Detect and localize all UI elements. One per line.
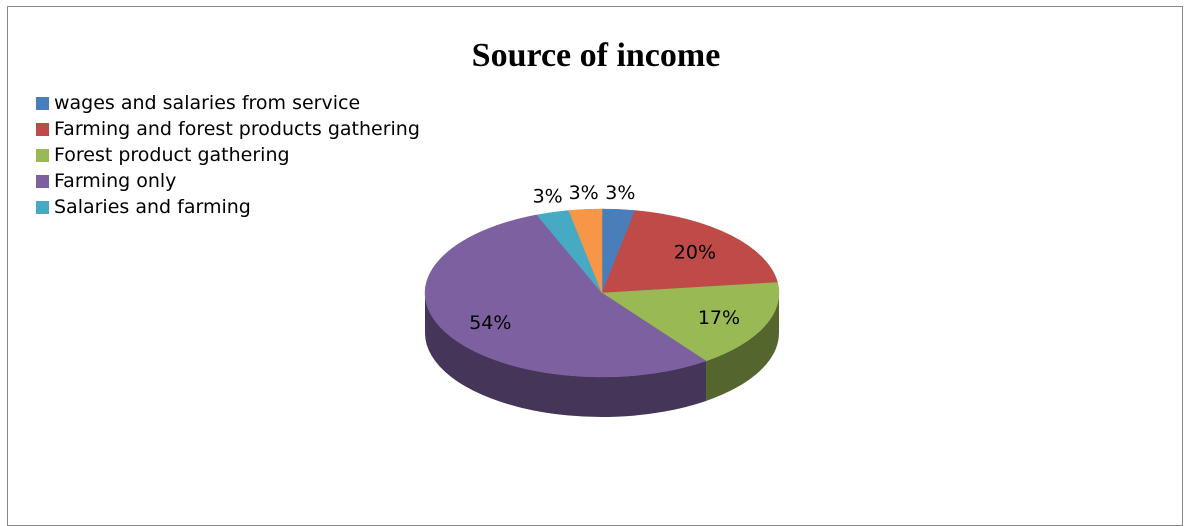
pie-side-farming-only <box>425 293 707 417</box>
legend-label: Farming only <box>54 170 177 192</box>
legend-swatch <box>36 96 49 110</box>
legend-item-wages-and-salaries-from-service: wages and salaries from service <box>36 90 420 116</box>
legend-item-farming-and-forest-products-gathering: Farming and forest products gathering <box>36 116 420 142</box>
legend-label: wages and salaries from service <box>54 92 361 114</box>
chart-legend: wages and salaries from service Farming a… <box>36 90 420 220</box>
pie-top-layer <box>424 208 780 378</box>
pie-side-layer <box>425 293 779 417</box>
legend-label: Salaries and farming <box>54 196 251 218</box>
pie-slice-farming-and-forest-products-gathering <box>601 210 778 294</box>
pie-slice-slice-6 <box>568 208 603 294</box>
data-label-forest-product-gathering: 17% <box>698 307 740 329</box>
legend-swatch <box>36 148 49 162</box>
legend-label: Forest product gathering <box>54 144 290 166</box>
data-label-salaries-and-farming: 3% <box>533 185 563 207</box>
data-label-wages-and-salaries-from-service: 3% <box>605 182 635 204</box>
pie-slice-farming-only <box>424 214 707 378</box>
legend-item-forest-product-gathering: Forest product gathering <box>36 142 420 168</box>
data-label-farming-and-forest-products-gathering: 20% <box>674 242 716 264</box>
pie-side-forest-product-gathering <box>706 293 779 401</box>
chart-title: Source of income <box>471 37 721 74</box>
data-label-slice-6: 3% <box>569 182 599 204</box>
pie-slice-forest-product-gathering <box>601 282 780 362</box>
legend-swatch <box>36 174 49 188</box>
legend-item-farming-only: Farming only <box>36 168 420 194</box>
legend-swatch <box>36 122 49 136</box>
legend-swatch <box>36 200 49 214</box>
legend-label: Farming and forest products gathering <box>54 118 420 140</box>
legend-item-salaries-and-farming: Salaries and farming <box>36 194 420 220</box>
data-label-farming-only: 54% <box>469 312 511 334</box>
pie-label-layer: 3% 20% 17% 54% 3% 3% <box>469 182 740 334</box>
